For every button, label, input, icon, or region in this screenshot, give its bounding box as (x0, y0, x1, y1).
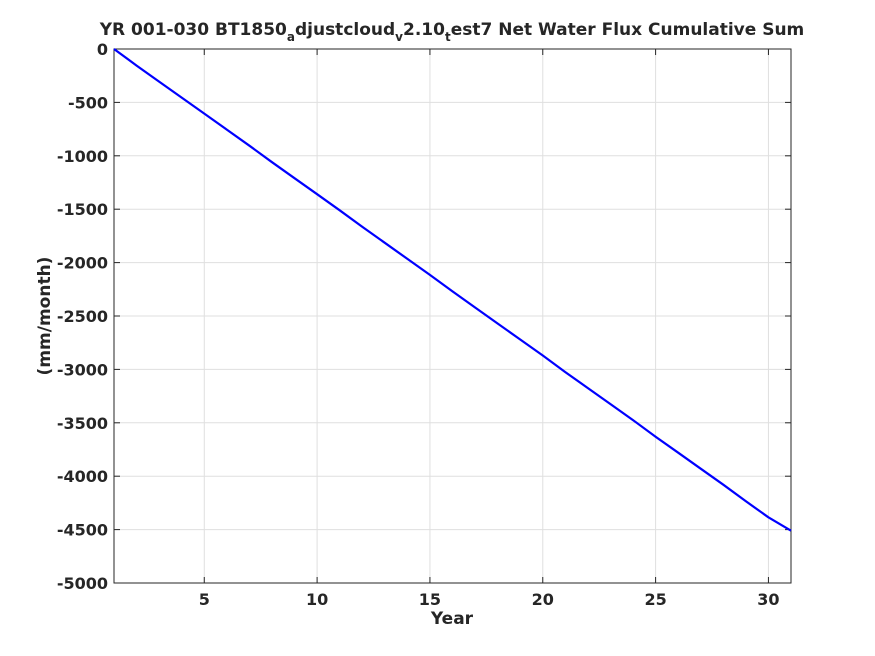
x-tick-label: 20 (532, 590, 554, 609)
series (113, 48, 792, 532)
y-tick-label: -500 (68, 93, 108, 112)
x-tick-label: 15 (419, 590, 441, 609)
x-tick-label: 30 (757, 590, 779, 609)
y-tick-label: -3000 (57, 360, 108, 379)
y-tick-label: -2000 (57, 254, 108, 273)
y-tick-label: 0 (97, 40, 108, 59)
y-tick-label: -5000 (57, 574, 108, 593)
series-line (113, 48, 792, 532)
x-axis-label: Year (430, 609, 474, 629)
x-tick-labels: 5 10 15 20 25 30 (199, 590, 780, 609)
x-tick-label: 5 (199, 590, 210, 609)
y-tick-label: -1000 (57, 147, 108, 166)
y-tick-label: -4500 (57, 521, 108, 540)
y-tick-label: -2500 (57, 307, 108, 326)
chart-title: YR 001-030 BT1850adjustcloudv2.10test7 N… (99, 20, 805, 44)
grid (114, 48, 791, 584)
y-axis-label: (mm/month) (35, 257, 55, 376)
y-tick-label: -1500 (57, 200, 108, 219)
y-tick-labels: 0 -500 -1000 -1500 -2000 -2500 -3000 -3500 -4000… (57, 40, 108, 593)
y-tick-label: -3500 (57, 414, 108, 433)
x-tick-label: 25 (644, 590, 666, 609)
y-tick-label: -4000 (57, 467, 108, 486)
x-tick-label: 10 (306, 590, 328, 609)
